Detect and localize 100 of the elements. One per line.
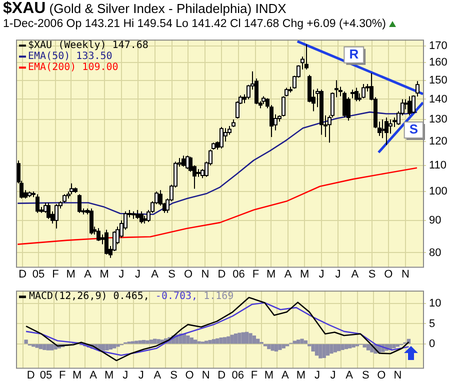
bar — [241, 332, 245, 344]
x-tick-label: D — [26, 369, 35, 382]
x-tick-label: M — [266, 268, 276, 280]
x-tick-label: N — [202, 369, 210, 382]
x-tick-label: A — [351, 268, 360, 280]
x-tick-label: A — [346, 369, 354, 382]
bar — [396, 344, 400, 347]
bar — [326, 344, 330, 356]
x-tick-label: M — [100, 268, 109, 280]
bar — [322, 344, 326, 358]
bar — [193, 340, 198, 344]
x-tick-label: F — [252, 268, 260, 280]
bar — [344, 344, 348, 350]
bar — [134, 340, 138, 344]
y-tick-label: 10 — [429, 298, 442, 310]
chart-title: $XAU (Gold & Silver Index - Philadelphia) INDX — [3, 0, 286, 17]
bar — [146, 340, 150, 344]
x-tick-label: S — [168, 268, 176, 280]
x-tick-label: O — [185, 369, 194, 382]
bar — [362, 344, 366, 348]
x-tick-label: F — [58, 369, 66, 382]
candlestick — [54, 204, 58, 229]
bar — [108, 344, 113, 350]
x-tick-label: A — [84, 268, 92, 280]
x-tick-label: M — [264, 369, 274, 382]
bar — [336, 344, 341, 352]
x-tick-label: A — [151, 268, 160, 280]
bar — [212, 339, 216, 344]
candlestick — [182, 155, 186, 168]
x-tick-label: J — [122, 369, 128, 382]
candlestick — [388, 119, 392, 134]
x-tick-label: 05 — [32, 268, 45, 280]
x-tick-label: F — [250, 369, 258, 382]
bar — [208, 340, 212, 344]
text: 1.169 — [204, 291, 234, 302]
candlestick — [90, 208, 94, 235]
bar — [138, 340, 142, 344]
bar — [32, 344, 36, 347]
bar — [226, 336, 230, 344]
y-tick-label: 130 — [429, 114, 448, 126]
y-tick-label: 100 — [429, 186, 448, 198]
bar — [314, 344, 319, 356]
y-tick-label: 120 — [429, 136, 448, 148]
bar — [204, 340, 208, 344]
candlestick — [140, 210, 144, 224]
candlestick — [354, 87, 358, 102]
bar — [102, 344, 106, 351]
x-tick-label: A — [90, 369, 98, 382]
x-tick-label: S — [362, 369, 370, 382]
y-tick-label: 0 — [429, 338, 436, 350]
candlestick — [46, 202, 50, 220]
x-tick-label: D — [218, 268, 226, 280]
x-tick-label: M — [66, 268, 76, 280]
x-tick-label: 05 — [40, 369, 52, 382]
x-tick-label: M — [300, 268, 310, 280]
bar — [112, 344, 116, 348]
legend-label: MACD(12,26,9) 0.465, — [29, 291, 150, 302]
candlestick — [404, 98, 408, 110]
x-tick-label: M — [104, 369, 114, 382]
bar — [50, 344, 54, 350]
x-tick-label: A — [284, 268, 292, 280]
bar — [216, 338, 220, 344]
legend-label: $XAU (Weekly) 147.68 — [28, 40, 148, 52]
x-tick-label: 06 — [232, 369, 244, 382]
y-tick-label: 5 — [429, 318, 436, 330]
bar — [116, 344, 120, 347]
x-tick-label: J — [314, 369, 320, 382]
y-tick-label: 150 — [429, 74, 448, 86]
bar — [142, 340, 146, 344]
x-tick-label: M — [296, 369, 306, 382]
bar — [156, 339, 160, 344]
x-tick-label: N — [401, 268, 410, 280]
bar — [24, 340, 28, 344]
x-tick-label: S — [368, 268, 376, 280]
x-tick-label: O — [384, 268, 394, 280]
candlestick — [104, 229, 108, 255]
bar — [267, 344, 271, 350]
x-tick-label: 06 — [232, 268, 245, 280]
candlestick — [408, 96, 412, 116]
candlestick — [362, 83, 366, 99]
candlestick — [342, 91, 346, 118]
y-tick-label: 90 — [429, 214, 442, 226]
x-tick-label: J — [138, 369, 144, 382]
y-tick-label: 140 — [429, 93, 448, 106]
bar — [282, 344, 286, 348]
bar — [230, 334, 234, 344]
bar — [292, 340, 296, 344]
x-tick-label: A — [282, 369, 290, 382]
x-tick-label: M — [72, 369, 82, 382]
x-tick-label: N — [201, 268, 210, 280]
bar — [182, 334, 186, 344]
bar — [340, 344, 344, 350]
bar — [234, 334, 238, 344]
annotation: S — [409, 122, 418, 137]
chart-subtitle: 1-Dec-2006 Op 143.21 Hi 149.54 Lo 141.42 Cl 147.68 Chg +6.09 (+4.30%) — [3, 18, 386, 30]
bar — [245, 332, 249, 344]
y-tick-label: 170 — [429, 40, 448, 52]
bar — [190, 338, 194, 344]
x-tick-label: J — [118, 268, 124, 280]
y-tick-label: 160 — [429, 56, 448, 69]
